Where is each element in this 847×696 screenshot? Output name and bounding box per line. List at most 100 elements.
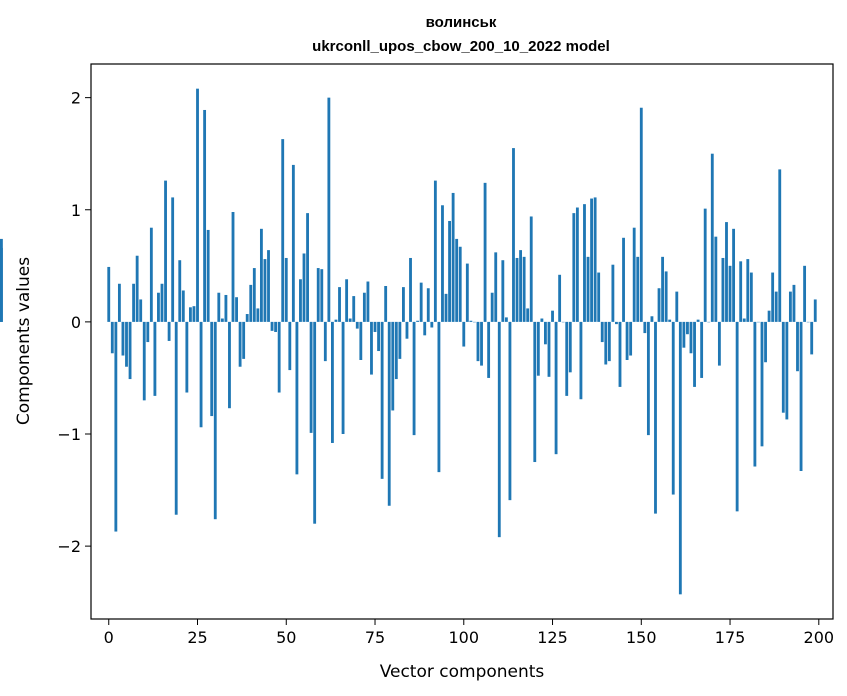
x-tick-label: 175	[715, 628, 746, 647]
bar-52	[291, 164, 295, 322]
bar-154	[654, 321, 657, 514]
bar-37	[238, 321, 242, 367]
bar-90	[426, 288, 430, 322]
bar-18	[171, 197, 175, 322]
bar-66	[341, 321, 345, 434]
bar-178	[739, 261, 743, 322]
x-axis-label: Vector components	[380, 662, 545, 682]
bar-9	[139, 299, 143, 322]
bar-30	[213, 321, 217, 520]
bar-189	[778, 169, 782, 322]
bar-171	[714, 236, 718, 322]
bar-149	[636, 256, 640, 322]
bar-41	[252, 268, 256, 322]
bar-71	[359, 321, 363, 360]
bar-96	[448, 220, 451, 322]
bar-117	[522, 256, 526, 322]
bar-109	[494, 252, 498, 322]
bar-23	[188, 307, 192, 322]
bar-175	[728, 265, 732, 322]
bar-6	[128, 321, 132, 380]
bar-126	[554, 321, 558, 455]
x-tick-label: 150	[626, 628, 657, 647]
bar-24	[192, 306, 196, 322]
bar-124	[547, 321, 551, 377]
bar-163	[686, 321, 689, 335]
bar-131	[572, 213, 576, 322]
bar-115	[515, 257, 519, 322]
bar-38	[242, 321, 246, 359]
x-tick-label: 100	[449, 628, 480, 647]
bar-98	[455, 238, 459, 322]
bar-10	[142, 321, 146, 401]
bar-118	[526, 308, 530, 322]
bar-177	[735, 321, 739, 512]
bar-58	[313, 321, 317, 524]
bar-102	[469, 320, 473, 322]
bar-63	[331, 321, 334, 443]
bar-69	[352, 296, 356, 322]
bar-89	[423, 321, 427, 336]
x-tick-label: 50	[276, 628, 296, 647]
bar-198	[810, 321, 814, 355]
y-tick-label: −1	[57, 425, 81, 444]
bar-61	[323, 321, 327, 362]
bar-54	[299, 279, 302, 322]
bar-167	[700, 321, 704, 378]
y-tick-label: 1	[71, 201, 81, 220]
bar-104	[476, 321, 480, 362]
bar-151	[643, 321, 647, 334]
bar-199	[813, 299, 817, 322]
bar-142	[611, 264, 615, 322]
bar-165	[693, 321, 696, 387]
y-tick-label: 0	[71, 313, 81, 332]
y-axis-ticks: −2 −1 0 1 2	[57, 89, 91, 556]
bar-13	[153, 321, 157, 396]
bar-193	[792, 284, 796, 322]
bar-160	[675, 291, 679, 322]
bar-196	[803, 265, 807, 322]
bar-50	[284, 257, 288, 322]
bar-47	[274, 321, 278, 332]
x-tick-label: 25	[187, 628, 207, 647]
bar-173	[721, 257, 725, 322]
bar-190	[781, 321, 785, 413]
bar-138	[597, 272, 601, 322]
bar-31	[217, 292, 221, 322]
bar-59	[316, 268, 320, 322]
bar-170	[710, 153, 714, 322]
bar-88	[419, 282, 423, 322]
bar-40	[249, 284, 253, 322]
bar-1	[110, 321, 114, 354]
bar-84	[405, 321, 409, 339]
bar-68	[348, 318, 352, 322]
bar-46	[270, 321, 274, 331]
bar-60	[320, 269, 324, 322]
bar-141	[607, 321, 611, 362]
bar-48	[277, 321, 281, 393]
bar-16	[164, 180, 167, 322]
bar-44	[263, 259, 267, 322]
bar-28	[206, 229, 210, 322]
bar-51	[288, 321, 292, 371]
bar-130	[568, 321, 572, 373]
bar-20	[178, 260, 182, 322]
bar-186	[767, 310, 771, 322]
bar-8	[135, 255, 139, 322]
bar-21	[181, 290, 185, 322]
chart-subtitle: ukrconll_upos_cbow_200_10_2022 model	[312, 38, 610, 55]
bar-147	[629, 321, 633, 356]
bar-156	[661, 256, 665, 322]
bar-108	[490, 292, 494, 322]
bar-166	[696, 319, 700, 322]
bar-113	[508, 321, 512, 501]
bar-122	[540, 318, 544, 322]
bar-136	[590, 198, 593, 322]
bar-176	[732, 228, 736, 322]
plot-frame	[90, 63, 834, 620]
x-tick-label: 200	[804, 628, 835, 647]
bar-121	[536, 321, 540, 376]
bar-91	[430, 321, 434, 328]
x-axis-ticks: 0 25 50 75 100 125 150 175 200	[104, 619, 834, 647]
bar-168	[703, 208, 707, 322]
